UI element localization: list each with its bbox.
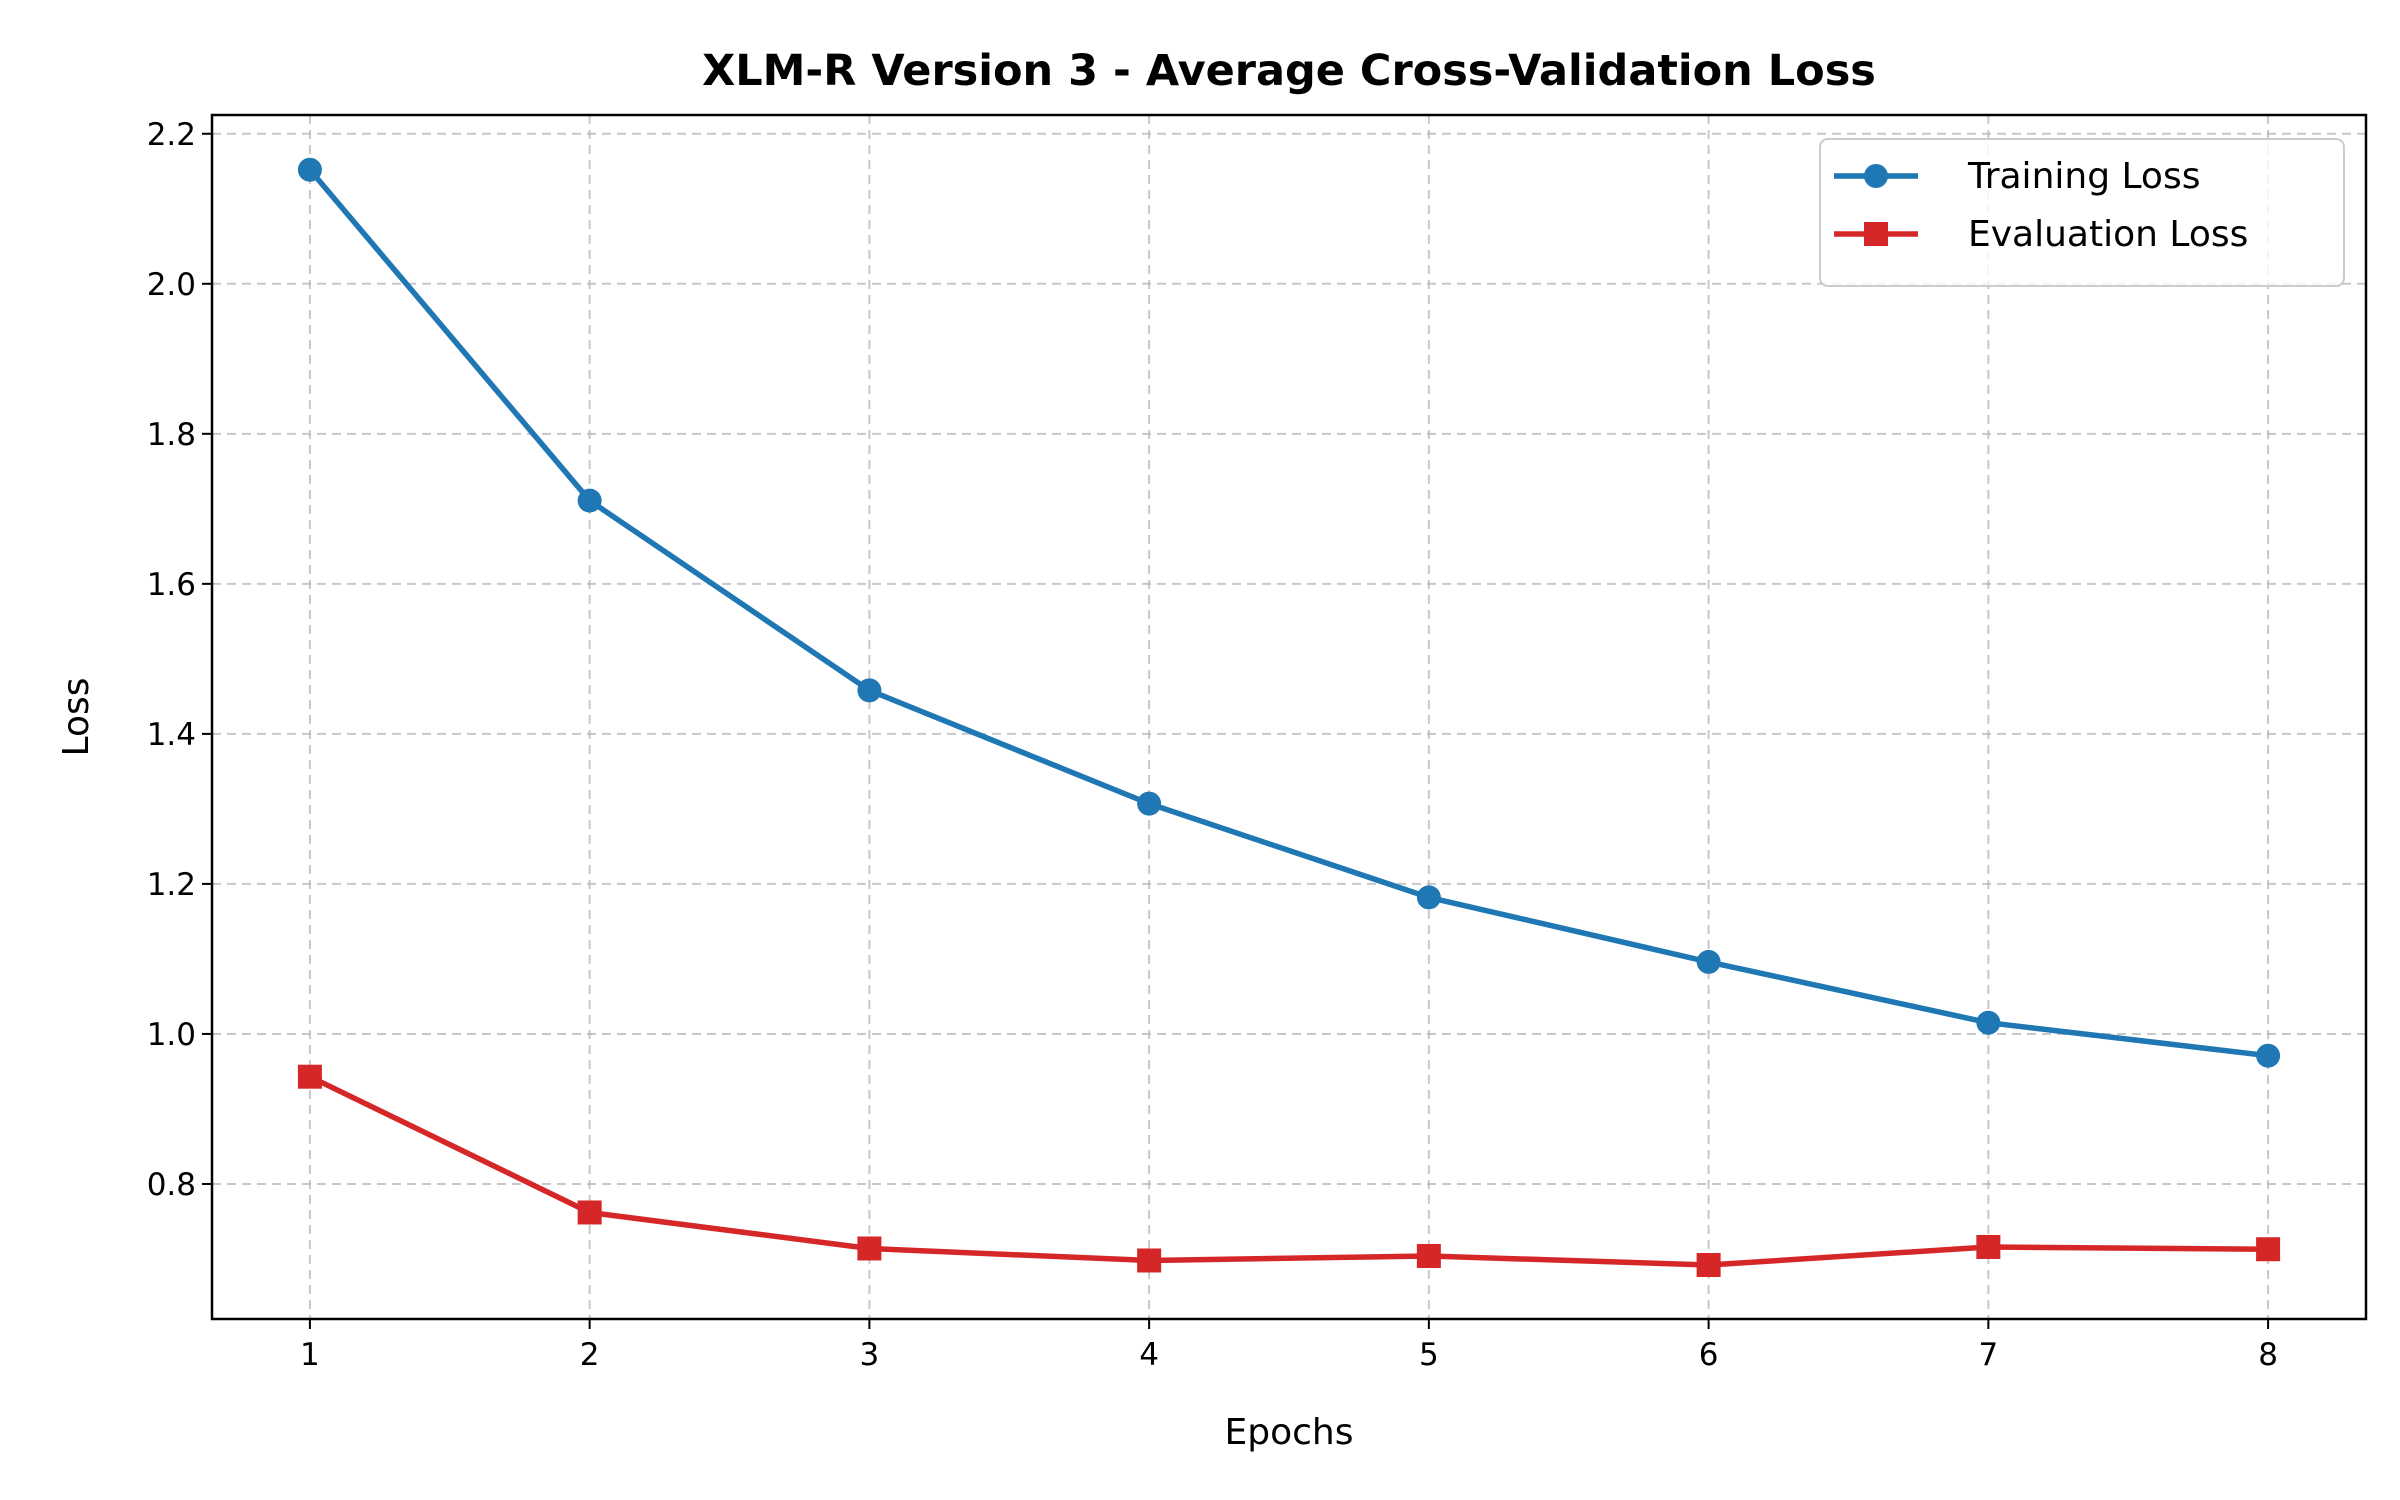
chart-title: XLM-R Version 3 - Average Cross-Validati… bbox=[702, 46, 1876, 96]
y-tick-label: 2.2 bbox=[147, 117, 196, 153]
y-tick-label: 1.4 bbox=[147, 717, 196, 753]
ticks: 1 2 3 4 5 6 7 8 0.8 1.0 1.2 1.4 1.6 1.8 2.0 2.2 bbox=[147, 117, 2278, 1373]
x-tick-label: 2 bbox=[580, 1337, 600, 1373]
legend: Training Loss Evaluation Loss bbox=[1819, 138, 2345, 287]
legend-entry: Evaluation Loss bbox=[1834, 214, 2248, 255]
axes-frame bbox=[210, 113, 2368, 1321]
data-point bbox=[1696, 1252, 1721, 1277]
series-line bbox=[307, 167, 2269, 1059]
legend-entry: Training Loss bbox=[1834, 156, 2200, 197]
x-tick-label: 7 bbox=[1978, 1337, 1998, 1373]
data-point bbox=[2256, 1237, 2281, 1262]
x-tick-label: 6 bbox=[1699, 1337, 1719, 1373]
series-group bbox=[297, 157, 2281, 1277]
data-point bbox=[1864, 164, 1888, 188]
x-tick-label: 4 bbox=[1139, 1337, 1159, 1373]
x-tick-label: 5 bbox=[1419, 1337, 1439, 1373]
data-point bbox=[1696, 949, 1721, 974]
y-tick-label: 1.2 bbox=[147, 867, 196, 903]
y-tick-label: 1.0 bbox=[147, 1017, 196, 1053]
legend-label: Evaluation Loss bbox=[1968, 214, 2248, 255]
series-evaluation-loss bbox=[297, 1064, 2281, 1277]
x-tick-label: 3 bbox=[860, 1337, 880, 1373]
x-tick-label: 8 bbox=[2258, 1337, 2278, 1373]
data-point bbox=[1864, 222, 1888, 246]
series-training-loss bbox=[297, 157, 2281, 1068]
data-point bbox=[1976, 1234, 2001, 1259]
data-point bbox=[297, 1064, 322, 1089]
legend-label: Training Loss bbox=[1967, 156, 2200, 197]
legend-box bbox=[1819, 138, 2345, 287]
y-tick-label: 2.0 bbox=[147, 267, 196, 303]
y-tick-label: 1.6 bbox=[147, 567, 196, 603]
data-point bbox=[1416, 1243, 1441, 1268]
data-point bbox=[2256, 1043, 2281, 1068]
data-point bbox=[857, 678, 882, 703]
grid bbox=[212, 115, 2366, 1319]
data-point bbox=[1416, 885, 1441, 910]
x-axis-label: Epochs bbox=[1225, 1412, 1354, 1453]
data-point bbox=[577, 1200, 602, 1225]
data-point bbox=[1976, 1010, 2001, 1035]
y-tick-label: 1.8 bbox=[147, 417, 196, 453]
x-tick-label: 1 bbox=[300, 1337, 320, 1373]
y-axis-label: Loss bbox=[56, 678, 97, 757]
y-tick-label: 0.8 bbox=[147, 1167, 196, 1203]
data-point bbox=[297, 157, 322, 182]
series-line bbox=[308, 1074, 2269, 1268]
data-point bbox=[577, 488, 602, 513]
data-point bbox=[1137, 1248, 1162, 1273]
data-point bbox=[857, 1236, 882, 1261]
data-point bbox=[1137, 791, 1162, 816]
